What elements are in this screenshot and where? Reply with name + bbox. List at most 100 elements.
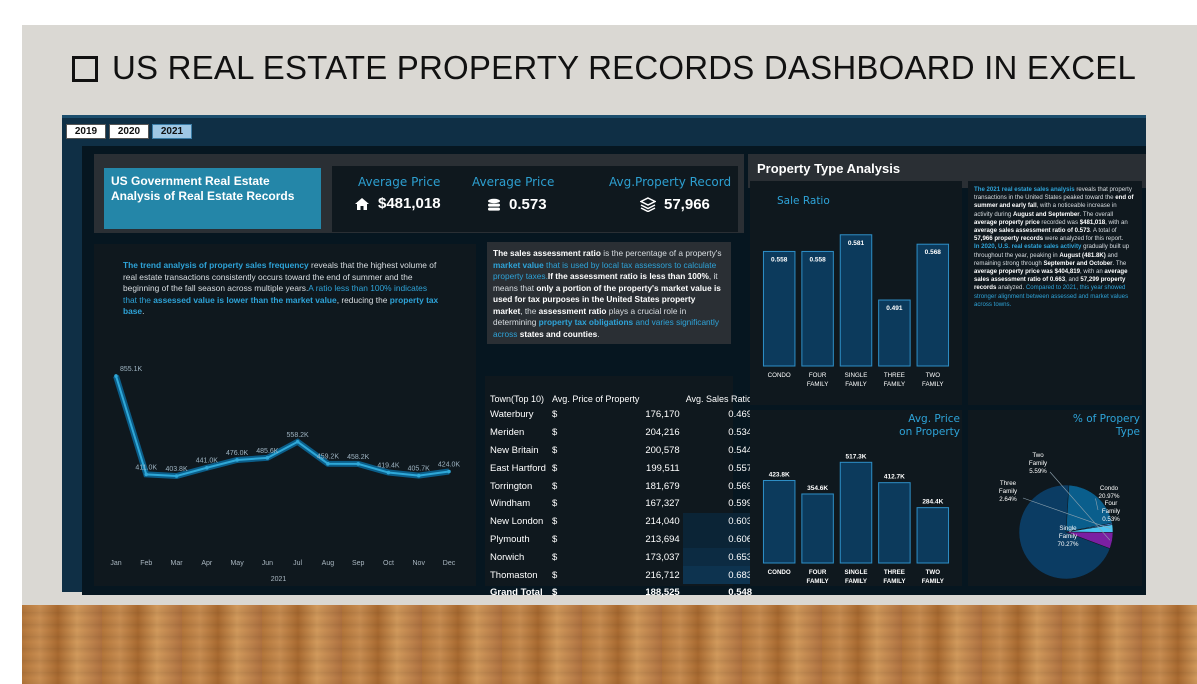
x-tick-label: Apr: [201, 560, 213, 567]
chart-title: Sale Ratio: [777, 195, 830, 207]
cell-price: 213,694: [645, 533, 680, 545]
bar: [801, 250, 834, 367]
title-card: US Government Real Estate Analysis of Re…: [104, 168, 321, 229]
cell-town: Grand Total: [490, 587, 543, 599]
leader-line: [1049, 471, 1111, 541]
cell-cur: $: [551, 587, 558, 599]
property-type-title: Property Type Analysis: [757, 161, 901, 176]
line-point: [205, 465, 209, 470]
cell-ratio: 0.469: [728, 409, 753, 421]
slide-title: US REAL ESTATE PROPERTY RECORDS DASHBOAR…: [72, 49, 1136, 87]
pie-label: Condo: [1100, 485, 1119, 492]
bar: [839, 461, 873, 564]
data-label: 419.4K: [377, 463, 400, 470]
kpi-avg-price: $481,018: [354, 195, 441, 212]
col-header-price: Avg. Price of Property: [551, 394, 640, 404]
cell-town: Torrington: [490, 480, 533, 492]
data-label: 476.0K: [226, 450, 249, 457]
table-row: East Hartford $199,511 0.557: [487, 459, 755, 477]
x-tick-label: Oct: [383, 560, 394, 567]
x-tick-label: Jan: [110, 560, 121, 567]
x-tick-label: CONDO: [768, 372, 791, 379]
bar: [916, 243, 950, 367]
pie-slice: [1018, 484, 1111, 580]
x-tick-label: THREE: [884, 372, 905, 379]
line-point: [386, 470, 391, 475]
data-label: 405.7K: [408, 466, 431, 473]
x-tick-label: FAMILY: [922, 381, 944, 388]
data-label: 423.8K: [769, 472, 790, 479]
line-point: [114, 374, 118, 378]
x-tick-label: FAMILY: [807, 578, 830, 585]
table-row: Windham $167,327 0.599: [487, 495, 755, 513]
monthly-sales-line-chart: 855.1K Jan 411.0K Feb 403.8K Mar 441.0K Apr 476.…: [110, 366, 460, 583]
pie-label: Two: [1032, 452, 1044, 459]
data-label: 517.3K: [846, 453, 867, 460]
x-tick-label: Mar: [171, 560, 184, 567]
x-tick-label: CONDO: [768, 569, 791, 576]
pie-label: 20.97%: [1099, 493, 1120, 500]
cell-town: Windham: [490, 498, 531, 510]
cell-cur: $: [551, 533, 558, 545]
checkbox-bullet-icon: [72, 56, 98, 82]
table-total-row: Grand Total $188,525 0.548: [487, 584, 755, 602]
x-tick-label: FAMILY: [845, 381, 867, 388]
pie-label: 70.27%: [1058, 541, 1079, 548]
x-tick-label: FAMILY: [807, 381, 829, 388]
cell-cur: $: [551, 480, 558, 492]
cell-cur: $: [551, 427, 558, 439]
layers-icon: [640, 197, 656, 212]
pie-label: 5.59%: [1029, 468, 1047, 475]
property-type-pie-chart: % of ProperyTypeSingleFamily70.27%Condo2…: [999, 413, 1140, 580]
ratio-description: The sales assessment ratio is the percen…: [493, 248, 722, 339]
cell-price: 167,327: [645, 498, 680, 510]
x-tick-label: Dec: [443, 560, 456, 567]
cell-town: Waterbury: [490, 409, 534, 421]
cell-ratio: 0.569: [728, 480, 753, 492]
cell-ratio: 0.544: [728, 444, 753, 456]
pie-slice: [1065, 484, 1113, 533]
cell-cur: $: [551, 462, 558, 474]
data-label: 354.6K: [807, 485, 828, 492]
cell-price: 188,525: [645, 587, 680, 599]
year-slicer: 2019 2020 2021: [66, 124, 192, 139]
trend-panel: [94, 244, 476, 586]
x-tick-label: SINGLE: [845, 372, 868, 379]
slicer-2019[interactable]: 2019: [66, 124, 106, 139]
slicer-2020[interactable]: 2020: [109, 124, 149, 139]
x-tick-label: FOUR: [809, 569, 827, 576]
line-point: [356, 462, 360, 466]
kpi-strip: [332, 166, 738, 232]
kpi-avg-ratio-value: 0.573: [509, 196, 547, 213]
cell-ratio: 0.683: [682, 566, 756, 584]
pie-label: Family: [1029, 460, 1048, 467]
data-label: 412.7K: [884, 474, 905, 481]
chart-title: on Property: [899, 426, 960, 438]
line-series-glow: [113, 375, 450, 480]
data-label: 0.558: [771, 256, 788, 263]
cell-price: 214,040: [645, 516, 680, 528]
x-tick-label: THREE: [884, 569, 905, 576]
cell-price: 176,170: [645, 409, 680, 421]
data-label: 459.2K: [317, 454, 340, 461]
cell-price: 204,216: [645, 427, 680, 439]
data-label: 458.2K: [347, 454, 370, 461]
insight-panel: [968, 181, 1142, 405]
data-label: 485.6K: [256, 448, 279, 455]
cell-cur: $: [551, 516, 558, 528]
line-point: [447, 469, 451, 474]
line-point: [295, 439, 300, 444]
cell-price: 181,679: [645, 480, 680, 492]
slide-title-text: US REAL ESTATE PROPERTY RECORDS DASHBOAR…: [112, 49, 1137, 86]
cell-price: 173,037: [645, 551, 680, 563]
bar: [762, 480, 796, 564]
x-tick-label: May: [230, 560, 244, 567]
pie-slice: [1065, 531, 1114, 549]
data-label: 0.568: [925, 249, 942, 256]
kpi-avg-price-value: $481,018: [378, 195, 441, 212]
col-header-town: Town(Top 10): [490, 394, 545, 404]
ratio-text-panel: [487, 242, 731, 344]
slicer-2021[interactable]: 2021: [152, 124, 192, 139]
table-row: New London $214,040 0.603: [487, 512, 756, 531]
x-tick-label: TWO: [926, 569, 941, 576]
